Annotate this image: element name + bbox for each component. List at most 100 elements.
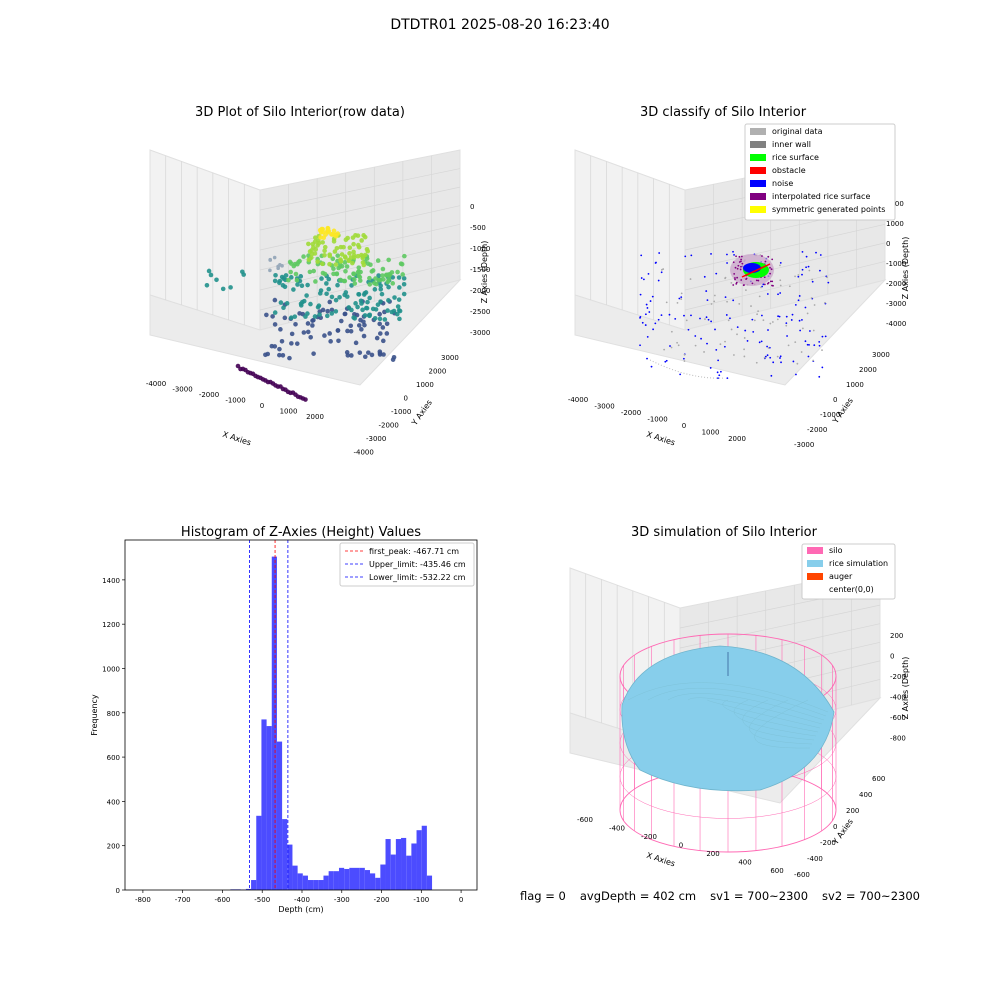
- raw-point: [338, 318, 344, 324]
- raw-point: [376, 273, 381, 278]
- cls-grid-line: [684, 261, 886, 311]
- raw-y-tick: -2000: [379, 422, 399, 430]
- cls-y-tick: 3000: [872, 351, 890, 359]
- raw-point: [366, 350, 371, 355]
- cls-noise-point: [801, 268, 804, 271]
- sim-grid-line: [679, 604, 881, 649]
- sim-z-tick: 200: [890, 632, 903, 640]
- raw-point: [308, 334, 313, 340]
- raw-y-tick: -1000: [391, 408, 411, 416]
- cls-interpolated-point: [769, 266, 771, 269]
- cls-interpolated-point: [733, 277, 736, 279]
- raw-point: [315, 259, 320, 264]
- raw-point: [293, 321, 298, 327]
- cls-noise-point: [785, 315, 788, 318]
- raw-point: [310, 323, 315, 328]
- raw-point: [384, 321, 390, 327]
- cls-noise-point: [669, 345, 671, 347]
- cls-noise-point: [674, 317, 677, 320]
- raw-point: [293, 271, 299, 277]
- cls-original-point: [779, 284, 782, 287]
- raw-point: [389, 270, 395, 275]
- raw-point: [338, 277, 343, 283]
- cls-noise-point: [821, 335, 824, 338]
- hist-x-tick: -700: [175, 896, 191, 904]
- cls-noise-point: [779, 357, 781, 359]
- raw-point: [395, 269, 400, 275]
- sim-title: 3D simulation of Silo Interior: [631, 525, 818, 540]
- cls-legend-label: interpolated rice surface: [772, 192, 870, 201]
- sim-legend-swatch: [807, 547, 823, 554]
- hist-bar: [287, 844, 293, 890]
- raw-point: [390, 357, 396, 362]
- cls-z-tick: -3000: [886, 300, 906, 308]
- raw-x-tick: -3000: [172, 386, 192, 394]
- cls-interpolated-point: [767, 255, 770, 258]
- cls-noise-point: [805, 266, 808, 269]
- hist-y-tick: 600: [107, 754, 120, 762]
- cls-original-point: [801, 327, 804, 330]
- cls-noise-point: [752, 330, 755, 333]
- sim-x-label: X Axies: [645, 851, 676, 869]
- raw-point: [301, 254, 306, 259]
- raw-point: [401, 291, 407, 297]
- raw-point: [286, 277, 291, 283]
- raw-point: [385, 279, 391, 285]
- raw-point: [309, 255, 314, 260]
- cls-noise-point: [804, 306, 807, 309]
- cls-original-point: [776, 318, 779, 321]
- raw-point: [353, 340, 359, 346]
- cls-noise-point: [772, 361, 775, 364]
- cls-noise-point: [791, 313, 794, 316]
- raw-x-label: X Axies: [221, 430, 252, 448]
- cls-noise-point: [680, 296, 683, 299]
- cls-original-point: [704, 318, 706, 320]
- cls-interpolated-point: [740, 265, 742, 268]
- cls-y-tick: -3000: [794, 441, 814, 449]
- hist-y-tick: 800: [107, 710, 120, 718]
- raw-point: [386, 257, 391, 263]
- cls-noise-point: [718, 374, 721, 377]
- hist-bar: [313, 880, 319, 890]
- cls-noise-point: [818, 375, 821, 378]
- cls-interpolated-point: [735, 255, 737, 258]
- sim-z-tick: -800: [890, 735, 906, 743]
- cls-noise-point: [699, 317, 701, 320]
- raw-point: [277, 346, 282, 352]
- cls-noise-point: [668, 313, 671, 316]
- cls-rice-core: [743, 263, 761, 273]
- cls-original-point: [787, 344, 790, 347]
- hist-x-tick: -400: [294, 896, 310, 904]
- raw-point: [298, 301, 304, 307]
- raw-point: [355, 233, 361, 238]
- cls-original-point: [713, 294, 716, 297]
- cls-original-point: [726, 300, 728, 303]
- cls-noise-point: [683, 314, 685, 317]
- cls-original-point: [779, 264, 781, 267]
- raw-grid-line: [259, 205, 461, 251]
- raw-point: [392, 295, 397, 300]
- raw-point: [356, 244, 362, 250]
- raw-point: [318, 288, 324, 293]
- cls-original-point: [760, 286, 762, 289]
- raw-point: [351, 255, 357, 260]
- cls-noise-point: [801, 273, 803, 276]
- raw-point: [350, 260, 355, 266]
- cls-noise-point: [664, 360, 667, 363]
- raw-point: [336, 265, 341, 271]
- cls-original-point: [796, 362, 799, 365]
- raw-point: [348, 323, 354, 329]
- raw-point: [294, 341, 300, 346]
- raw-point: [322, 271, 328, 277]
- cls-noise-point: [679, 373, 682, 376]
- cls-noise-point: [678, 297, 681, 300]
- cls-noise-point: [717, 359, 720, 362]
- cls-x-tick: 0: [682, 422, 686, 430]
- cls-original-point: [727, 319, 730, 322]
- raw-point: [282, 315, 288, 321]
- raw-point: [272, 322, 278, 327]
- raw-point: [310, 241, 316, 247]
- chart-raw-title: 3D Plot of Silo Interior(row data): [195, 105, 405, 120]
- hist-bar: [333, 871, 339, 890]
- raw-point: [361, 319, 366, 325]
